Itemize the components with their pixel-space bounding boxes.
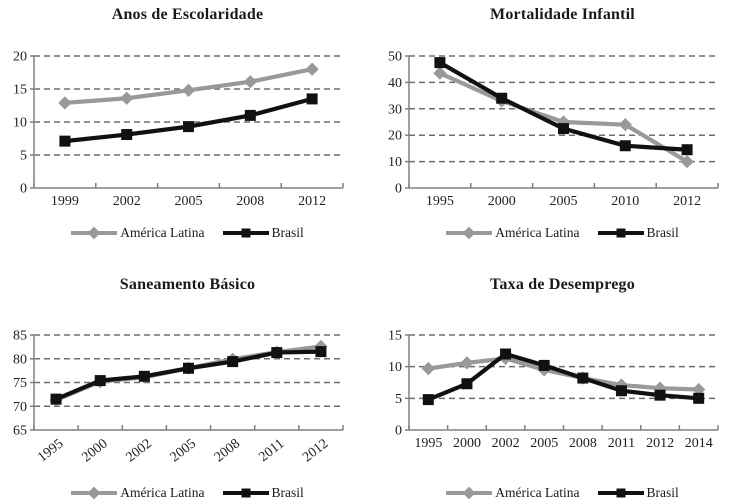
square-marker-icon [616,488,626,498]
diamond-marker-icon [462,226,476,240]
chart-title: Saneamento Básico [119,276,256,293]
legend-item-america-latina: América Latina [446,485,580,500]
chart-title: Taxa de Desemprego [490,276,635,293]
gray-line-sample [446,226,493,240]
svg-text:2005: 2005 [550,194,578,209]
svg-text:80: 80 [13,352,27,367]
black-line-sample [597,228,644,238]
svg-text:0: 0 [395,182,402,197]
svg-text:2008: 2008 [569,436,597,451]
svg-text:10: 10 [388,360,402,375]
svg-text:30: 30 [388,102,402,117]
svg-text:5: 5 [20,149,27,164]
svg-text:1995: 1995 [414,436,442,451]
legend-item-america-latina: América Latina [71,485,205,500]
legend: América Latina Brasil [375,485,750,500]
legend-label: América Latina [495,485,580,500]
svg-text:20: 20 [388,129,402,144]
chart-anos-de-escolaridade: Anos de Escolaridade 0 5 10 15 20 1999 2002 200… [0,0,375,250]
gray-line-sample [71,226,118,240]
svg-text:40: 40 [388,76,402,91]
legend-label: Brasil [271,485,304,500]
legend-label: América Latina [120,225,205,240]
legend-label: Brasil [646,485,679,500]
svg-text:2000: 2000 [453,436,481,451]
gray-line-sample [71,486,118,500]
svg-text:70: 70 [13,400,27,415]
svg-text:5: 5 [395,392,402,407]
legend-label: América Latina [495,225,580,240]
svg-text:15: 15 [13,83,27,98]
chart-saneamento-basico: Saneamento Básico 65 70 75 80 85 1995 2000 2002… [0,250,375,500]
svg-text:2000: 2000 [488,194,516,209]
square-marker-icon [241,228,251,238]
diamond-marker-icon [87,486,101,500]
svg-text:10: 10 [388,155,402,170]
black-line-sample [222,228,269,238]
svg-text:2000: 2000 [79,436,110,465]
svg-text:1999: 1999 [51,194,79,209]
svg-text:2011: 2011 [608,436,635,451]
svg-text:85: 85 [13,329,27,344]
legend-item-brasil: Brasil [222,485,304,500]
black-line-sample [597,488,644,498]
legend-label: América Latina [120,485,205,500]
svg-text:10: 10 [13,116,27,131]
chart-title: Mortalidade Infantil [490,6,635,23]
svg-text:1995: 1995 [426,194,454,209]
svg-text:2012: 2012 [646,436,674,451]
svg-text:2002: 2002 [124,436,155,465]
svg-text:2011: 2011 [256,436,287,465]
chart-taxa-de-desemprego: Taxa de Desemprego 0 5 10 15 1995 2000 2002 200… [375,250,750,500]
svg-text:2008: 2008 [212,436,243,465]
legend-item-brasil: Brasil [597,225,679,241]
legend-label: Brasil [271,225,304,240]
svg-text:2010: 2010 [611,194,639,209]
chart-title: Anos de Escolaridade [111,6,264,23]
svg-text:2005: 2005 [530,436,558,451]
square-marker-icon [616,228,626,238]
svg-text:2005: 2005 [168,436,199,465]
svg-text:2002: 2002 [113,194,141,209]
black-line-sample [222,488,269,498]
legend-item-brasil: Brasil [597,485,679,500]
svg-text:2012: 2012 [298,194,326,209]
legend-item-america-latina: América Latina [71,225,205,241]
square-marker-icon [241,488,251,498]
svg-text:15: 15 [388,329,402,344]
svg-text:0: 0 [395,424,402,439]
legend-item-brasil: Brasil [222,225,304,241]
svg-text:1995: 1995 [35,436,66,465]
svg-text:2002: 2002 [492,436,520,451]
svg-text:2005: 2005 [175,194,203,209]
diamond-marker-icon [87,226,101,240]
chart-mortalidade-infantil: Mortalidade Infantil 0 10 20 30 40 50 1995 2000… [375,0,750,250]
legend: América Latina Brasil [0,218,375,248]
svg-text:2012: 2012 [300,436,331,465]
legend-item-america-latina: América Latina [446,225,580,241]
legend: América Latina Brasil [375,218,750,248]
svg-text:2014: 2014 [685,436,713,451]
svg-text:20: 20 [13,50,27,65]
legend: América Latina Brasil [0,485,375,500]
svg-text:2008: 2008 [236,194,264,209]
taxa-de-desemprego-plot: 0 5 10 15 1995 2000 2002 2005 2008 2011 2012 2014 [388,329,719,451]
svg-text:0: 0 [20,182,27,197]
mortalidade-infantil-plot: 0 10 20 30 40 50 1995 2000 2005 2010 2012 [388,50,719,209]
diamond-marker-icon [462,486,476,500]
svg-text:2012: 2012 [673,194,701,209]
svg-text:65: 65 [13,424,27,439]
svg-text:75: 75 [13,376,27,391]
saneamento-basico-plot: 65 70 75 80 85 1995 2000 2002 2005 2008 2011 2012 [13,329,344,465]
legend-label: Brasil [646,225,679,240]
anos-de-escolaridade-plot: 0 5 10 15 20 1999 2002 2005 2008 2012 [13,50,344,209]
gray-line-sample [446,486,493,500]
svg-text:50: 50 [388,50,402,65]
